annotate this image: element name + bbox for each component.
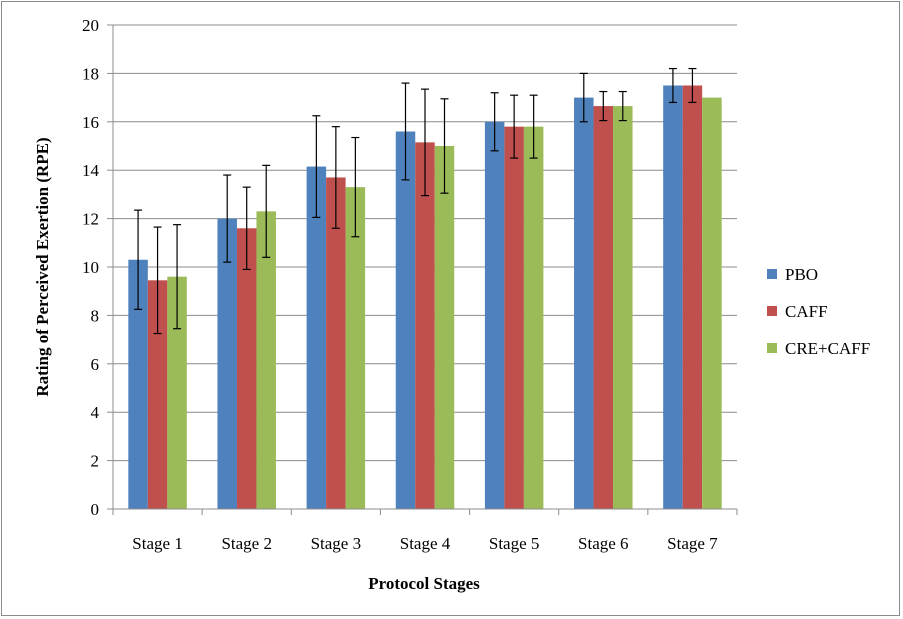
- x-tick-label: Stage 6: [578, 534, 629, 553]
- legend-swatch: [767, 343, 777, 353]
- y-tick-label: 0: [91, 500, 100, 519]
- legend-label: CAFF: [785, 302, 828, 321]
- y-tick-label: 10: [82, 258, 99, 277]
- gridlines: [113, 24, 737, 462]
- y-tick-label: 16: [82, 113, 99, 132]
- bar-pbo-6: [574, 97, 594, 509]
- bar-cre-caff-3: [345, 187, 366, 509]
- error-bar: [599, 90, 608, 122]
- y-tick-label: 18: [82, 64, 99, 83]
- error-bar: [312, 115, 321, 218]
- error-bar: [510, 94, 519, 159]
- bar-caff-5: [504, 126, 524, 509]
- error-bar: [173, 224, 182, 330]
- bar-pbo-5: [484, 121, 505, 510]
- bar-caff-3: [326, 177, 346, 509]
- legend-item: CAFF: [767, 302, 828, 321]
- y-tick-label: 8: [91, 306, 100, 325]
- error-bar: [331, 126, 340, 229]
- error-bar: [440, 98, 449, 194]
- bar-cre-caff-1: [167, 276, 187, 509]
- error-bar: [668, 67, 677, 104]
- error-bar: [401, 82, 410, 181]
- error-bar: [421, 88, 429, 197]
- y-axis-title: Rating of Perceived Exertion (RPE): [33, 137, 52, 396]
- legend-item: CRE+CAFF: [767, 339, 870, 358]
- bar-caff-2: [236, 228, 257, 509]
- bar-cre-caff-7: [702, 97, 722, 509]
- y-tick-label: 4: [91, 403, 100, 422]
- error-bar: [351, 136, 360, 238]
- y-tick-label: 6: [91, 355, 100, 374]
- error-bar: [618, 90, 627, 122]
- bar-pbo-1: [128, 259, 148, 509]
- bar-cre-caff-4: [434, 146, 455, 509]
- bar-caff-4: [415, 142, 435, 509]
- x-tick-label: Stage 4: [400, 534, 451, 553]
- legend-label: PBO: [785, 265, 818, 284]
- error-bar: [153, 226, 162, 335]
- axes: [107, 24, 738, 515]
- x-tick-labels: Stage 1 Stage 2 Stage 3 Stage 4 Stage 5 Stage…: [132, 534, 718, 553]
- bars: [128, 85, 722, 510]
- y-tick-labels: 0 2 4 6 8 10 12 14 16 18 20: [82, 16, 100, 519]
- y-tick-label: 12: [82, 210, 99, 229]
- legend-label: CRE+CAFF: [785, 339, 870, 358]
- legend-swatch: [767, 306, 777, 316]
- bar-pbo-3: [306, 166, 327, 509]
- bar-cre-caff-2: [256, 211, 276, 509]
- error-bar: [134, 209, 143, 310]
- error-bar: [579, 72, 588, 123]
- error-bar: [490, 92, 499, 152]
- error-bars: [134, 67, 697, 335]
- bar-pbo-7: [663, 85, 683, 509]
- x-tick-label: Stage 3: [311, 534, 362, 553]
- x-tick-label: Stage 5: [489, 534, 540, 553]
- error-bar: [242, 186, 251, 271]
- bar-caff-7: [682, 85, 703, 509]
- legend: PBO CAFF CRE+CAFF: [767, 265, 870, 358]
- bar-pbo-4: [395, 131, 416, 510]
- error-bar: [529, 94, 538, 159]
- x-tick-label: Stage 7: [667, 534, 718, 553]
- y-tick-label: 20: [82, 16, 99, 35]
- bar-pbo-2: [217, 218, 237, 509]
- legend-swatch: [767, 269, 777, 279]
- bar-caff-1: [147, 280, 168, 509]
- error-bar: [223, 174, 232, 263]
- y-tick-label: 14: [82, 161, 100, 180]
- bar-cre-caff-5: [523, 126, 544, 509]
- x-tick-label: Stage 1: [132, 534, 183, 553]
- bar-caff-6: [593, 106, 614, 509]
- x-axis-title: Protocol Stages: [368, 574, 480, 593]
- legend-item: PBO: [767, 265, 818, 284]
- x-tick-label: Stage 2: [221, 534, 272, 553]
- error-bar: [688, 67, 697, 104]
- y-tick-label: 2: [91, 452, 100, 471]
- bar-cre-caff-6: [613, 106, 633, 509]
- error-bar: [262, 164, 271, 258]
